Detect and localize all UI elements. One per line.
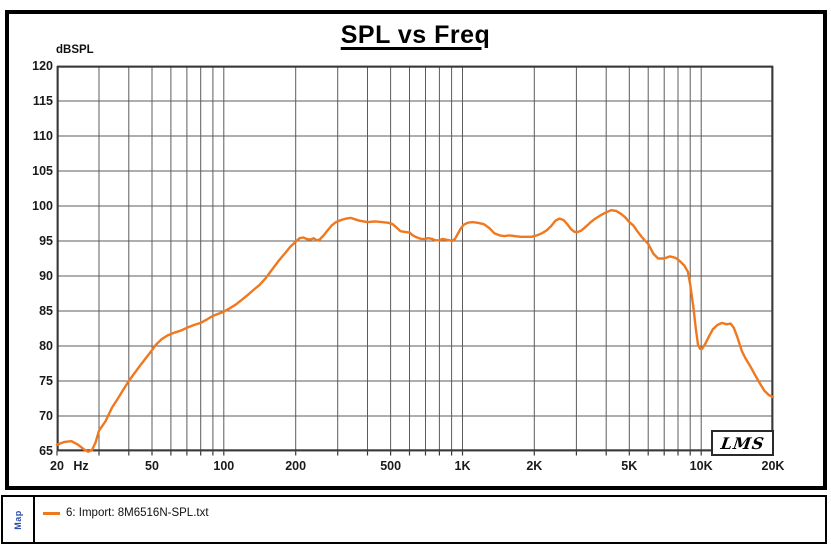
x-axis-label-1K: 1K	[454, 459, 471, 473]
y-axis-label-105: 105	[32, 163, 53, 178]
x-axis-label-5K: 5K	[621, 459, 638, 473]
legend-panel: Map 6: Import: 8M6516N-SPL.txt	[1, 495, 827, 544]
x-axis-label-50: 50	[145, 459, 159, 473]
legend-divider	[33, 497, 35, 542]
legend-item-label: 6: Import: 8M6516N-SPL.txt	[66, 507, 209, 519]
y-axis-label-95: 95	[39, 233, 53, 248]
x-axis-unit-label: Hz	[73, 459, 89, 473]
y-axis-unit-label: dBSPL	[56, 44, 94, 56]
x-axis-label-10K: 10K	[689, 459, 713, 473]
y-axis-label-75: 75	[39, 373, 53, 388]
legend-curve-swatch	[43, 511, 60, 515]
map-tab-label: Map	[13, 509, 23, 530]
map-tab[interactable]: Map	[3, 497, 33, 542]
y-axis-label-70: 70	[39, 408, 53, 423]
y-axis-label-85: 85	[39, 303, 53, 318]
plot-border	[56, 65, 774, 452]
chart-title: SPL vs Freq	[340, 21, 491, 49]
x-axis-label-200: 200	[285, 459, 307, 473]
x-axis-label-100: 100	[213, 459, 235, 473]
legend-item[interactable]: 6: Import: 8M6516N-SPL.txt	[43, 507, 209, 519]
y-axis-label-120: 120	[32, 58, 53, 73]
x-axis-label-2K: 2K	[526, 459, 543, 473]
lms-logo-box: LMS	[711, 430, 774, 456]
lms-logo: LMS	[719, 433, 766, 453]
y-axis-label-110: 110	[32, 128, 53, 143]
y-axis-label-80: 80	[39, 338, 53, 353]
y-axis-label-115: 115	[32, 93, 53, 108]
spl-curve	[55, 208, 775, 453]
y-axis-label-90: 90	[39, 268, 53, 283]
spl-frequency-plot	[55, 65, 775, 456]
x-axis-label-20: 20	[50, 459, 64, 473]
y-axis-label-65: 65	[39, 443, 53, 458]
x-axis-label-20K: 20K	[761, 459, 785, 473]
x-axis-label-500: 500	[380, 459, 402, 473]
y-axis-label-100: 100	[32, 198, 53, 213]
